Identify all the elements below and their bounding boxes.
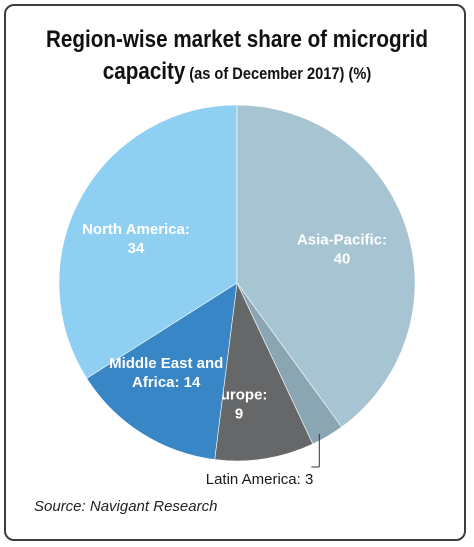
slice-label-asia-pacific-line-1: Asia-Pacific:: [297, 231, 387, 248]
chart-subtitle-rest: (as of December 2017) (%): [189, 64, 372, 83]
pie-slice-europe: [214, 281, 314, 462]
slice-label-middle-east-and-africa-line-1: Middle East and: [109, 355, 223, 372]
pie-slice-middle-east-and-africa: [86, 282, 238, 460]
chart-subtitle-bold: capacity: [102, 58, 186, 85]
slice-label-europe-line-2: 9: [235, 406, 243, 423]
pie-slice-asia-pacific: [236, 104, 416, 428]
slice-label-europe-line-1: Europe:: [211, 387, 268, 404]
chart-title-line: Region-wise market share of microgrid: [46, 26, 428, 53]
pie-slice-north-america: [58, 104, 238, 379]
slice-label-middle-east-and-africa-line-2: Africa: 14: [132, 374, 201, 391]
slice-label-asia-pacific-line-2: 40: [334, 250, 351, 267]
slice-label-latin-america: Latin America: 3: [206, 471, 314, 488]
chart-title: Region-wise market share of microgrid ca…: [33, 24, 441, 91]
chart-source: Source: Navigant Research: [34, 498, 218, 515]
slice-label-north-america-line-1: North America:: [82, 221, 190, 238]
slice-label-north-america-line-2: 34: [128, 240, 145, 257]
